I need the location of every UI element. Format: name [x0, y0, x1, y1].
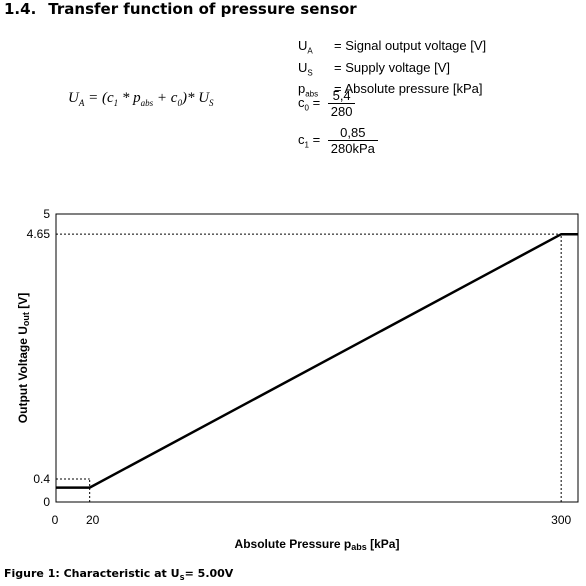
formula-ua-sub: A: [78, 98, 85, 108]
caption-prefix: Figure 1: Characteristic at U: [4, 567, 180, 580]
x-tick-label: 20: [86, 513, 100, 527]
c1-denominator: 280kPa: [330, 141, 375, 156]
c1-numerator: 0,85: [327, 125, 378, 141]
formula-c1-sub: 1: [113, 98, 119, 108]
def-text: = Supply voltage [V]: [334, 59, 450, 75]
y-axis-label: Output Voltage Uout [V]: [16, 293, 31, 423]
y-tick-label: 5: [43, 207, 50, 221]
formula-c1: c: [106, 90, 114, 106]
transfer-formula: UA = (c1 * pabs + c0)* US: [68, 90, 214, 108]
definition-row: pabs = Absolute pressure [kPa]: [298, 81, 486, 103]
y-tick-label: 4.65: [27, 227, 51, 241]
c1-eq: =: [308, 131, 324, 147]
formula-p: p: [133, 90, 141, 106]
y-tick-label: 0.4: [33, 472, 50, 486]
formula-plus: +: [153, 90, 171, 106]
c1-sub: 1: [304, 140, 309, 150]
def-symbol: p: [298, 81, 306, 97]
c0-fraction: 5,4 280: [327, 88, 356, 119]
definition-row: US = Supply voltage [V]: [298, 60, 486, 82]
y-tick-label: 0: [43, 495, 50, 509]
def-symbol-sub: abs: [305, 89, 319, 99]
c1-fraction: 0,85 280kPa: [327, 125, 378, 156]
caption-sub: S: [179, 574, 185, 583]
formula-ua: U: [68, 90, 79, 106]
x-tick-labels: 0 20 300: [52, 513, 572, 527]
y-tick-labels: 0 0.4 4.65 5: [27, 207, 51, 509]
formula-eq-open: = (: [84, 90, 107, 106]
formula-p-sub: abs: [140, 98, 154, 108]
characteristic-line: [56, 232, 578, 489]
formula-us-sub: S: [209, 98, 214, 108]
x-tick-label: 300: [551, 513, 571, 527]
def-symbol-sub: A: [307, 46, 313, 56]
reference-lines: [56, 233, 562, 502]
definition-row: UA = Signal output voltage [V]: [298, 38, 486, 60]
c0-numerator: 5,4: [327, 88, 356, 104]
characteristic-chart: 0 0.4 4.65 5 0 20 300 Absolute Pressure pabs …: [16, 207, 579, 552]
section-number: 1.4.: [4, 0, 37, 18]
x-axis-label: Absolute Pressure pabs [kPa]: [235, 537, 400, 552]
formula-us: U: [198, 90, 210, 106]
formula-c0-sub: 0: [177, 98, 182, 108]
def-symbol: U: [298, 38, 308, 53]
def-text: = Absolute pressure [kPa]: [334, 81, 483, 97]
symbol-definitions: UA = Signal output voltage [V] US = Supply…: [298, 38, 486, 103]
c0-sub: 0: [304, 103, 309, 113]
formula-close-times: )*: [181, 90, 199, 106]
section-title: Transfer function of pressure sensor: [48, 0, 357, 18]
formula-c0: c: [170, 90, 178, 106]
c0-denominator: 280: [330, 104, 353, 119]
c0-eq: =: [308, 94, 324, 110]
caption-suffix: = 5.00V: [184, 567, 234, 580]
section-heading: 1.4. Transfer function of pressure sensor: [4, 0, 357, 18]
plot-frame: [55, 213, 579, 503]
constant-c1: c1 = 0,85 280kPa: [298, 125, 378, 156]
constant-c0: c0 = 5,4 280: [298, 88, 356, 119]
x-tick-label: 0: [52, 513, 59, 527]
c0-symbol: c: [298, 94, 305, 110]
def-text: = Signal output voltage [V]: [334, 38, 487, 53]
formula-times: *: [118, 90, 134, 106]
figure-caption: Figure 1: Characteristic at US= 5.00V: [4, 567, 233, 582]
def-symbol-sub: S: [307, 68, 313, 78]
def-symbol: U: [298, 59, 308, 75]
c1-symbol: c: [298, 131, 305, 147]
